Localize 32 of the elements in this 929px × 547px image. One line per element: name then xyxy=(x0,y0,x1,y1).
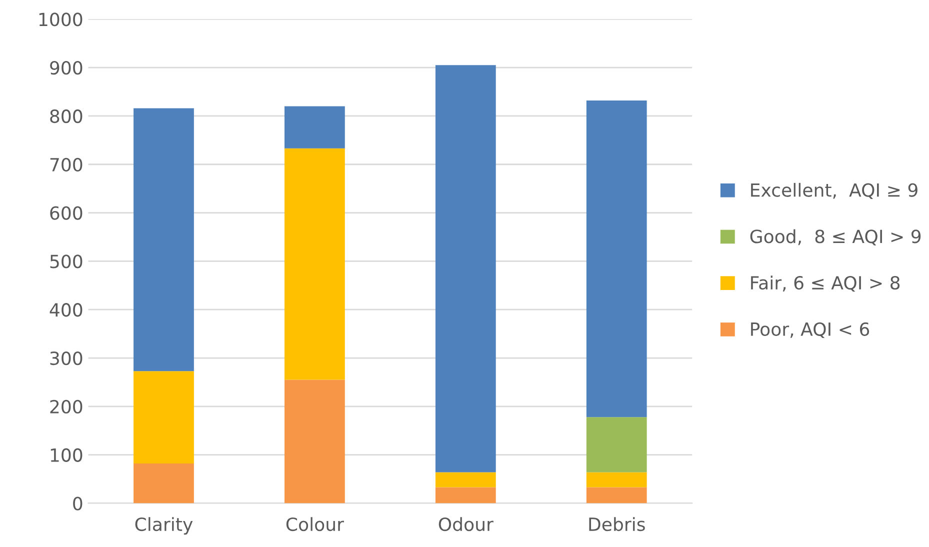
y-tick-label: 0 xyxy=(73,496,82,510)
x-tick-label: Debris xyxy=(589,517,645,532)
x-tick-label: Odour xyxy=(438,517,494,532)
x-tick-label: Clarity xyxy=(135,517,193,535)
bar xyxy=(435,472,496,488)
legend-label: Poor, AQI < 6 xyxy=(751,322,870,338)
y-tick-label: 200 xyxy=(50,400,82,414)
bar xyxy=(134,108,194,372)
y-tick-label: 500 xyxy=(50,254,82,268)
bar xyxy=(134,371,194,464)
legend-label: Fair, 6 ≤ AQI > 8 xyxy=(751,276,900,292)
y-tick-label: 800 xyxy=(50,109,82,124)
bar xyxy=(435,65,496,472)
bar xyxy=(284,148,345,380)
bar xyxy=(134,464,194,504)
legend-label: Excellent, AQI ≥ 9 xyxy=(751,182,918,199)
x-tick-label: Colour xyxy=(286,517,344,532)
y-tick-label: 400 xyxy=(50,303,82,317)
bar xyxy=(586,417,647,472)
y-tick-label: 900 xyxy=(50,61,82,75)
bar xyxy=(435,487,496,504)
y-tick-label: 700 xyxy=(50,158,82,172)
y-tick-label: 600 xyxy=(50,206,82,220)
bar xyxy=(586,472,647,488)
y-tick-label: 1000 xyxy=(39,12,82,26)
bar xyxy=(586,100,647,418)
y-tick-label: 300 xyxy=(50,351,82,366)
legend-label: Good, 8 ≤ AQI > 9 xyxy=(750,229,921,246)
bar xyxy=(284,106,345,148)
y-tick-label: 100 xyxy=(50,448,82,462)
bar xyxy=(284,380,345,504)
bar xyxy=(586,487,647,504)
